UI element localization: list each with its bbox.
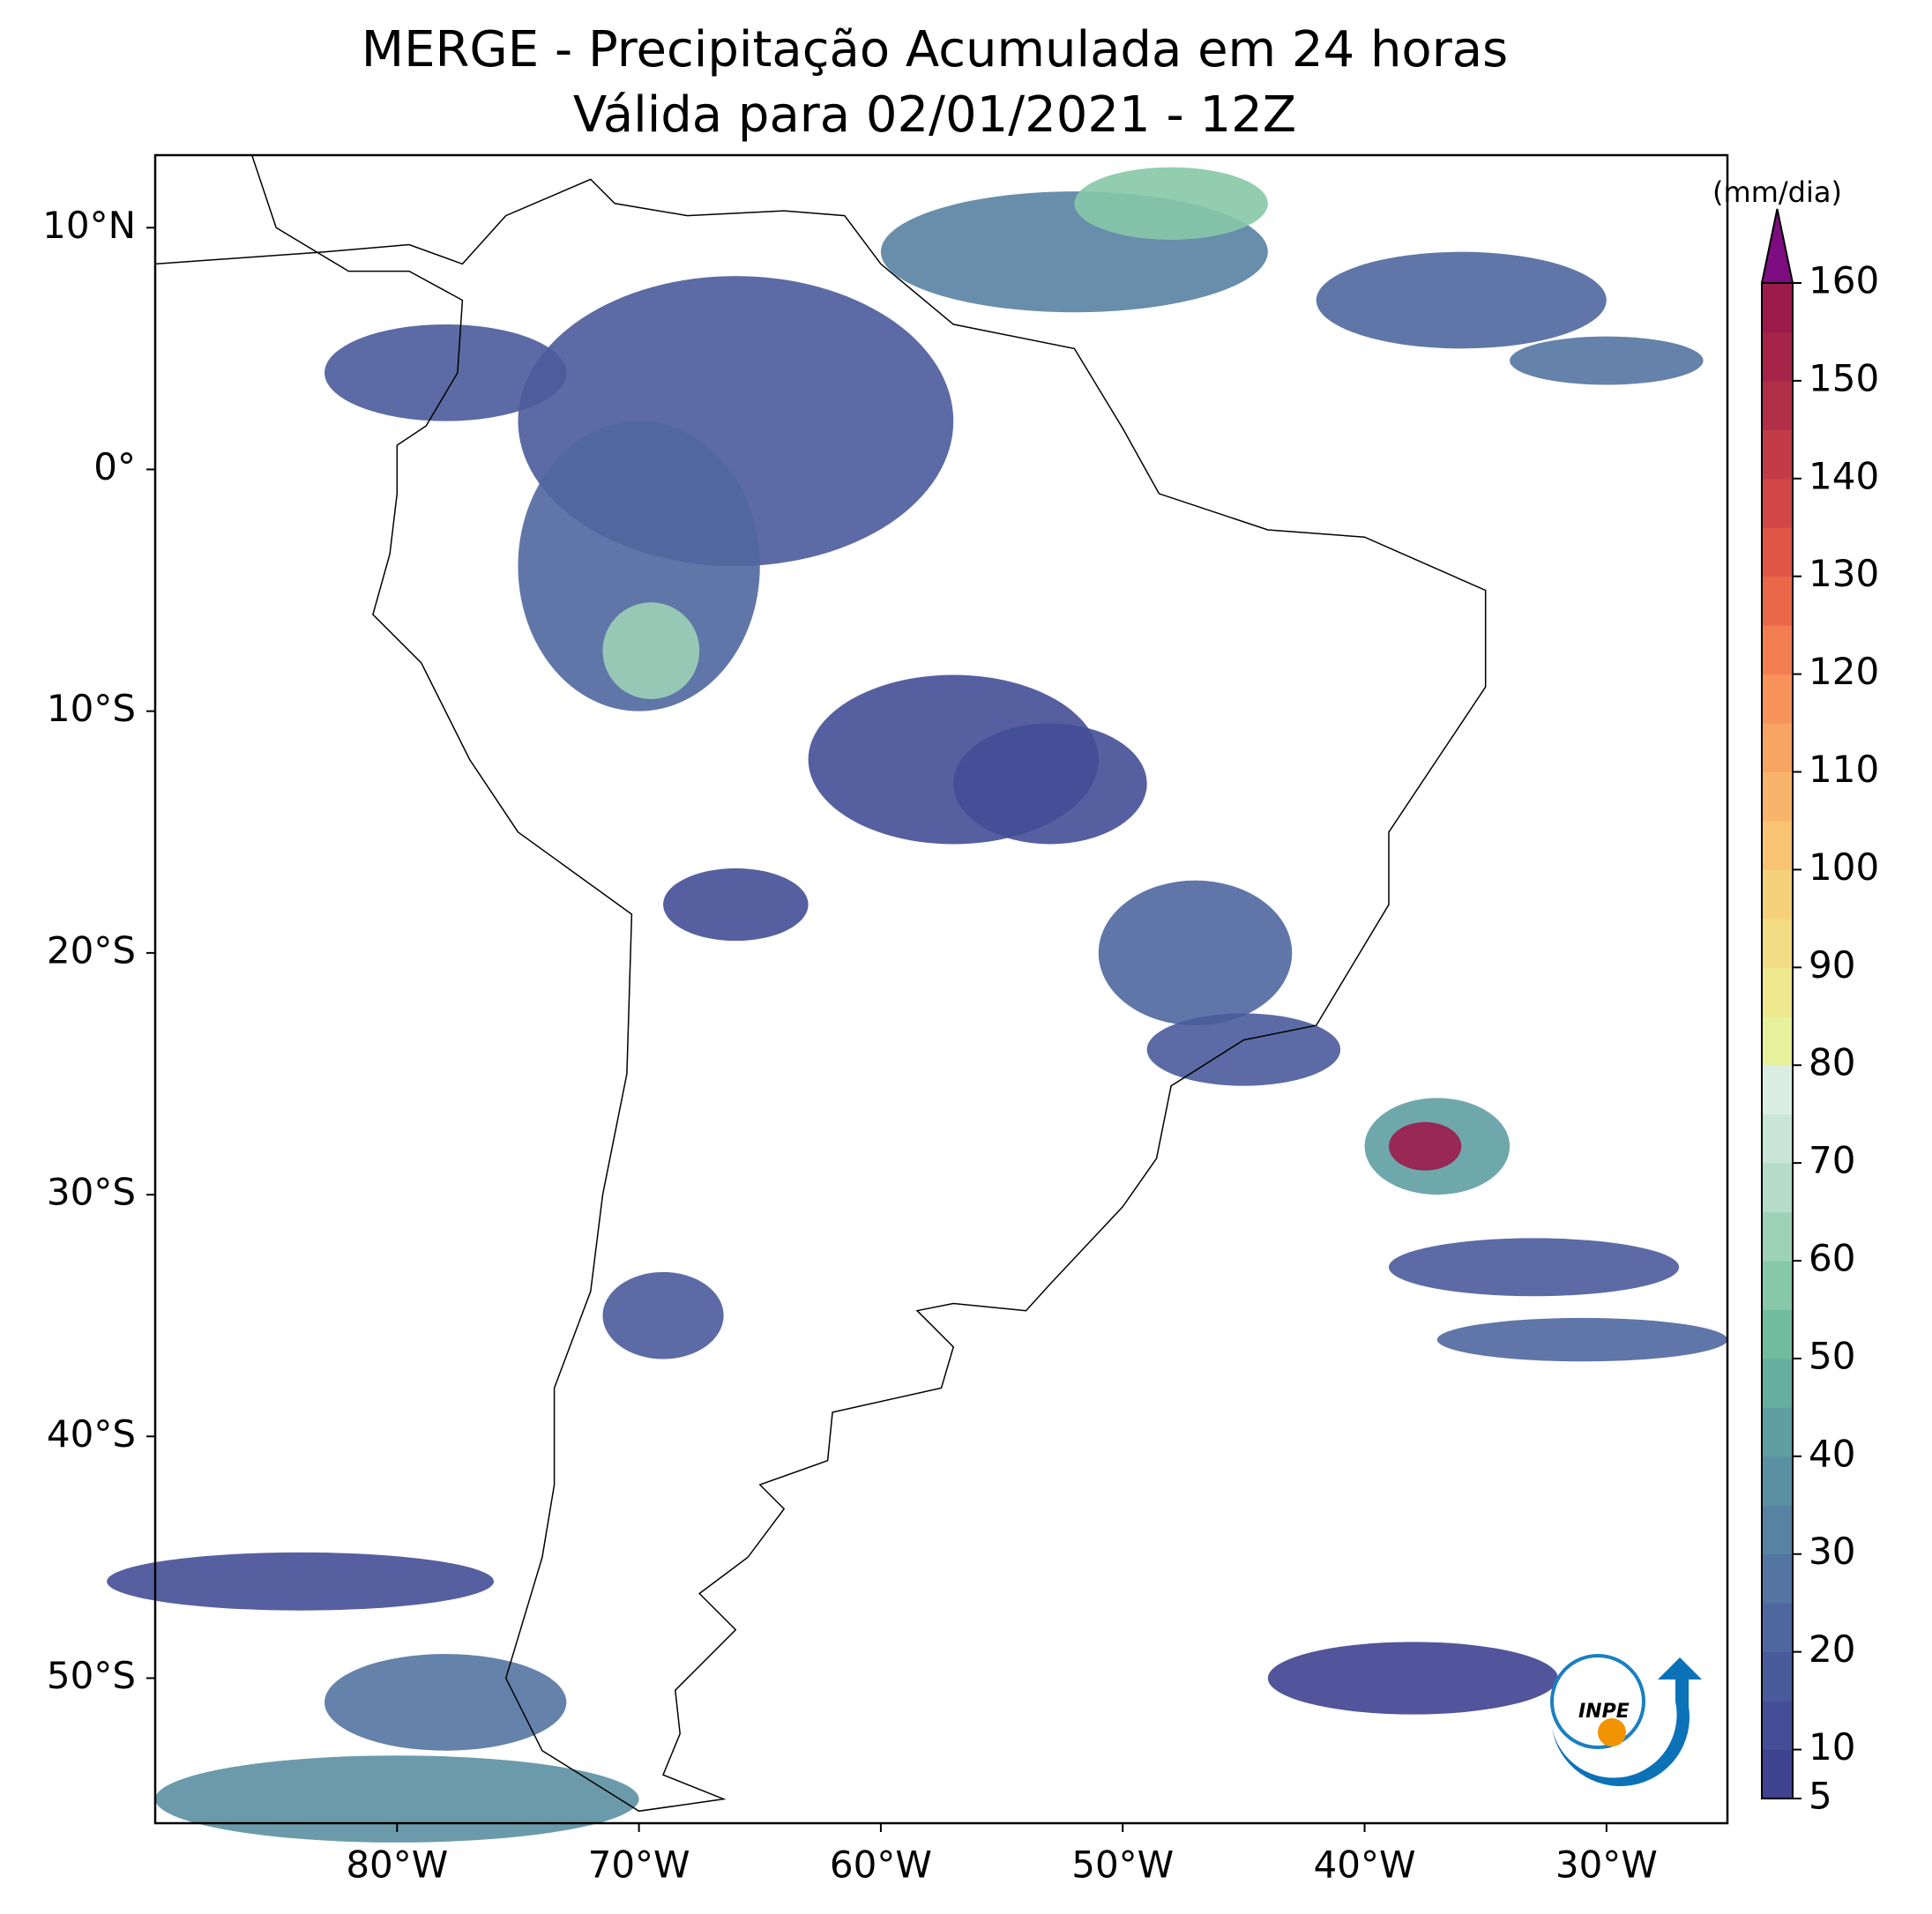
y-tick-label: 50°S — [47, 1654, 136, 1697]
colorbar-tick-label: 120 — [1809, 650, 1879, 693]
colorbar-tick-label: 80 — [1809, 1041, 1855, 1084]
colorbar-band — [1762, 1456, 1793, 1506]
colorbar-band — [1762, 1261, 1793, 1310]
colorbar-band — [1762, 478, 1793, 528]
x-tick-label: 80°W — [346, 1843, 448, 1887]
colorbar-extend — [1760, 208, 1794, 284]
map — [107, 154, 1727, 1843]
y-tick-label: 10°S — [47, 687, 136, 730]
y-tick-label: 20°S — [47, 928, 136, 972]
colorbar-band — [1762, 1553, 1793, 1604]
colorbar-band — [1762, 1603, 1793, 1653]
colorbar-band — [1762, 1505, 1793, 1555]
y-tick-label: 40°S — [47, 1412, 136, 1456]
rain-area — [1436, 1317, 1727, 1362]
colorbar-band — [1762, 918, 1793, 968]
rain-area — [1074, 167, 1268, 240]
x-tick-label: 60°W — [830, 1843, 932, 1887]
rain-area — [602, 1271, 724, 1359]
colorbar-band — [1762, 967, 1793, 1017]
colorbar-band — [1762, 1309, 1793, 1359]
x-tick-label: 30°W — [1555, 1843, 1658, 1887]
colorbar-band — [1762, 723, 1793, 773]
title: MERGE - Precipitação Acumulada em 24 hor… — [362, 21, 1508, 78]
colorbar-tick-label: 140 — [1809, 454, 1879, 497]
rain-area — [324, 1654, 567, 1751]
colorbar-band — [1762, 1701, 1793, 1751]
colorbar-band — [1762, 869, 1793, 920]
rain-area — [324, 324, 567, 421]
colorbar-band — [1762, 1651, 1793, 1702]
rain-area — [155, 1755, 639, 1843]
rain-area — [518, 421, 760, 711]
coastline — [154, 154, 1487, 1813]
colorbar-tick-label: 10 — [1809, 1725, 1855, 1769]
colorbar-tick-label: 30 — [1809, 1530, 1855, 1573]
colorbar-band — [1762, 674, 1793, 724]
rain-area — [1267, 1642, 1558, 1715]
colorbar-band — [1762, 820, 1793, 870]
colorbar-band — [1762, 283, 1793, 332]
colorbar-band — [1762, 380, 1793, 430]
colorbar-band — [1762, 429, 1793, 480]
colorbar-band — [1762, 1016, 1793, 1066]
colorbar-frame — [1761, 282, 1794, 1799]
rain-area — [953, 723, 1147, 845]
rain-area — [1388, 1238, 1680, 1297]
colorbar-tick-label: 160 — [1809, 259, 1879, 302]
rain-area — [663, 868, 809, 942]
x-tick-label: 50°W — [1071, 1843, 1174, 1887]
y-tick-label: 30°S — [47, 1171, 136, 1214]
colorbar-band — [1762, 771, 1793, 822]
colorbar-tick-label: 60 — [1809, 1237, 1855, 1280]
colorbar-band — [1762, 1163, 1793, 1213]
colorbar-tick-label: 5 — [1809, 1775, 1832, 1818]
colorbar-band — [1762, 1065, 1793, 1115]
colorbar-band — [1762, 625, 1793, 675]
colorbar-tick-label: 20 — [1809, 1627, 1855, 1671]
colorbar: 5 10 20 30 40 50 60 70 80 90 100 110 120 130 140 150 160… — [1712, 175, 1879, 1818]
colorbar-tick-label: 70 — [1809, 1139, 1855, 1182]
x-tick-label: 70°W — [588, 1843, 690, 1887]
x-tick-label: 40°W — [1314, 1843, 1416, 1887]
y-tick-label: 10°N — [42, 204, 136, 247]
map-frame — [153, 153, 1729, 1825]
colorbar-label: (mm/dia) — [1712, 175, 1842, 209]
colorbar-tick-label: 40 — [1809, 1432, 1855, 1475]
rain-area — [1146, 1013, 1341, 1086]
colorbar-band — [1762, 1749, 1793, 1799]
colorbar-band — [1762, 1407, 1793, 1457]
rain-area — [107, 1552, 495, 1611]
colorbar-tick-label: 100 — [1809, 845, 1879, 889]
rain-area — [1316, 251, 1607, 349]
colorbar-band — [1762, 331, 1793, 382]
colorbar-band — [1762, 576, 1793, 626]
y-tick-label: 0° — [93, 445, 136, 488]
rain-area — [1098, 880, 1293, 1026]
rain-area — [1510, 336, 1704, 385]
logo: INPE — [1550, 1654, 1702, 1787]
colorbar-band — [1762, 1211, 1793, 1262]
subtitle: Válida para 02/01/2021 - 12Z — [573, 86, 1296, 144]
colorbar-tick-label: 130 — [1809, 552, 1879, 595]
rain-area — [602, 602, 700, 699]
colorbar-tick-label: 150 — [1809, 356, 1879, 399]
colorbar-tick-label: 110 — [1809, 748, 1879, 791]
rain-area — [1388, 1121, 1462, 1171]
colorbar-tick-label: 50 — [1809, 1334, 1855, 1377]
colorbar-band — [1762, 527, 1793, 577]
colorbar-band — [1762, 1113, 1793, 1164]
logo-text: INPE — [1578, 1701, 1630, 1723]
colorbar-tick-label: 90 — [1809, 943, 1855, 987]
colorbar-band — [1762, 1358, 1793, 1408]
